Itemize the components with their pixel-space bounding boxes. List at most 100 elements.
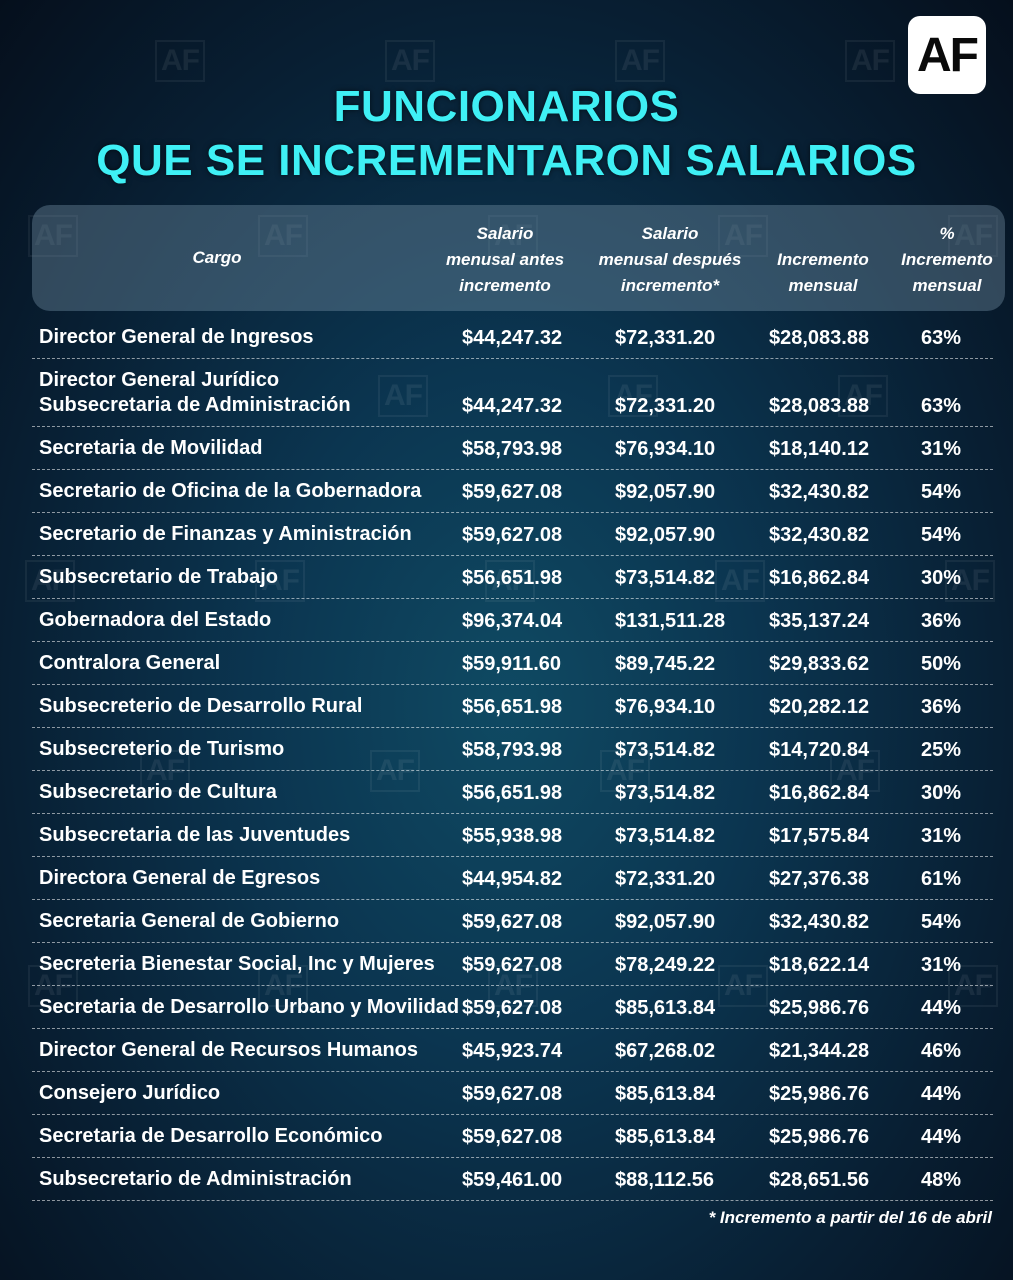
- incremento-cell: $32,430.82: [769, 481, 870, 503]
- table-row: Secretaria de Desarrollo Económico $59,62…: [32, 1115, 993, 1158]
- cargo-cell: Subsecretario de Cultura: [39, 780, 277, 805]
- porcentaje-cell: 44%: [921, 1083, 962, 1105]
- cargo-cell: Secretaria de Movilidad: [39, 436, 262, 461]
- cargo-line: Secretario de Finanzas y Aministración: [39, 523, 412, 545]
- salario-antes-cell: $56,651.98: [462, 696, 563, 718]
- salario-despues-cell: $88,112.56: [615, 1169, 714, 1191]
- salario-antes-cell: $59,627.08: [462, 1083, 563, 1105]
- cargo-cell: Gobernadora del Estado: [39, 608, 271, 633]
- salario-antes-cell: $44,247.32: [462, 395, 563, 417]
- salario-despues-cell: $85,613.84: [615, 997, 716, 1019]
- cargo-line: Subsecreterio de Turismo: [39, 738, 285, 760]
- porcentaje-cell: 54%: [921, 524, 962, 546]
- incremento-cell: $27,376.38: [769, 868, 870, 890]
- cargo-line: Subsecretaria de las Juventudes: [39, 824, 351, 846]
- salario-despues-cell: $92,057.90: [615, 911, 716, 933]
- salario-antes-cell: $59,627.08: [462, 1126, 563, 1148]
- salario-despues-cell: $73,514.82: [615, 739, 716, 761]
- table-row: Secretaria General de Gobierno $59,627.08…: [32, 900, 993, 943]
- table-row: Consejero Jurídico $59,627.08 $85,613.84 $2…: [32, 1072, 993, 1115]
- salario-despues-cell: $73,514.82: [615, 782, 716, 804]
- salario-antes-cell: $59,911.60: [462, 653, 561, 675]
- incremento-cell: $16,862.84: [769, 782, 870, 804]
- header-cargo: Cargo: [192, 248, 242, 267]
- salario-antes-cell: $59,461.00: [462, 1169, 563, 1191]
- cargo-cell: Subsecretario de Administración: [39, 1167, 352, 1192]
- cargo-line: Directora General de Egresos: [39, 867, 321, 889]
- cargo-line: Subsecretario de Administración: [39, 1168, 352, 1190]
- salario-despues-cell: $67,268.02: [615, 1040, 716, 1062]
- salario-despues-cell: $92,057.90: [615, 481, 716, 503]
- incremento-cell: $25,986.76: [769, 1126, 870, 1148]
- cargo-cell: Directora General de Egresos: [39, 866, 320, 891]
- cargo-line: Director General de Recursos Humanos: [39, 1039, 419, 1061]
- salario-antes-cell: $58,793.98: [462, 438, 563, 460]
- salario-antes-cell: $59,627.08: [462, 481, 563, 503]
- salario-antes-cell: $55,938.98: [462, 825, 563, 847]
- watermark: AF: [845, 40, 895, 82]
- incremento-cell: $14,720.84: [769, 739, 870, 761]
- cargo-cell: Consejero Jurídico: [39, 1081, 220, 1106]
- header-incremento-line: mensual: [788, 276, 858, 295]
- cargo-line: Consejero Jurídico: [39, 1082, 221, 1104]
- table-row: Director General Jurídico Subsecretaria d…: [32, 359, 993, 427]
- cargo-cell: Secreteria Bienestar Social, Inc y Mujer…: [39, 952, 435, 977]
- incremento-cell: $18,140.12: [769, 438, 870, 460]
- salario-antes-cell: $59,627.08: [462, 911, 563, 933]
- cargo-line: Secretario de Oficina de la Gobernadora: [39, 480, 422, 502]
- salario-despues-cell: $76,934.10: [615, 696, 716, 718]
- porcentaje-cell: 36%: [921, 610, 962, 632]
- incremento-cell: $35,137.24: [769, 610, 870, 632]
- salario-despues-cell: $78,249.22: [615, 954, 716, 976]
- salario-despues-cell: $72,331.20: [615, 327, 716, 349]
- cargo-cell: Secretario de Oficina de la Gobernadora: [39, 479, 421, 504]
- salario-despues-cell: $76,934.10: [615, 438, 716, 460]
- cargo-cell: Director General de Recursos Humanos: [39, 1038, 418, 1063]
- table-row: Contralora General $59,911.60 $89,745.22 $2…: [32, 642, 993, 685]
- table-row: Director General de Recursos Humanos $45,…: [32, 1029, 993, 1072]
- cargo-line: Secretaria General de Gobierno: [39, 910, 340, 932]
- header-pct-line: mensual: [912, 276, 982, 295]
- salario-antes-cell: $56,651.98: [462, 782, 563, 804]
- header-antes-line: menusal antes: [445, 250, 565, 269]
- salario-antes-cell: $44,954.82: [462, 868, 563, 890]
- incremento-cell: $21,344.28: [769, 1040, 870, 1062]
- cargo-line: Secretaria de Desarrollo Económico: [39, 1125, 383, 1147]
- incremento-cell: $32,430.82: [769, 911, 870, 933]
- cargo-line: Gobernadora del Estado: [39, 609, 272, 631]
- watermark: AF: [615, 40, 665, 82]
- cargo-cell: Subsecreterio de Desarrollo Rural: [39, 694, 362, 719]
- table-row: Secretaria de Desarrollo Urbano y Movili…: [32, 986, 993, 1029]
- table-row: Subsecretario de Cultura $56,651.98 $73,51…: [32, 771, 993, 814]
- porcentaje-cell: 54%: [921, 481, 962, 503]
- incremento-cell: $28,083.88: [769, 395, 870, 417]
- porcentaje-cell: 30%: [921, 567, 962, 589]
- cargo-cell: Subsecretario de Trabajo: [39, 565, 278, 590]
- table-row: Subsecretario de Trabajo $56,651.98 $73,51…: [32, 556, 993, 599]
- salario-despues-cell: $92,057.90: [615, 524, 716, 546]
- table-row: Directora General de Egresos $44,954.82 $7…: [32, 857, 993, 900]
- porcentaje-cell: 44%: [921, 1126, 962, 1148]
- incremento-cell: $29,833.62: [769, 653, 870, 675]
- cargo-line: Subsecretario de Trabajo: [39, 566, 278, 588]
- porcentaje-cell: 50%: [921, 653, 962, 675]
- salario-antes-cell: $59,627.08: [462, 997, 563, 1019]
- incremento-cell: $28,651.56: [769, 1169, 870, 1191]
- cargo-cell: Director General de Ingresos: [39, 325, 314, 350]
- header-pct-line: Incremento: [901, 250, 993, 269]
- cargo-line: Contralora General: [39, 652, 221, 674]
- table-row: Gobernadora del Estado $96,374.04 $131,511…: [32, 599, 993, 642]
- cargo-cell: Director General Jurídico Subsecretaria d…: [39, 368, 351, 418]
- salario-despues-cell: $89,745.22: [615, 653, 716, 675]
- porcentaje-cell: 25%: [921, 739, 962, 761]
- cargo-cell: Secretaria de Desarrollo Económico: [39, 1124, 382, 1149]
- salario-despues-cell: $85,613.84: [615, 1083, 716, 1105]
- title-line-1: FUNCIONARIOS: [333, 82, 680, 131]
- header-despues-line: menusal después: [598, 250, 742, 269]
- salario-despues-cell: $73,514.82: [615, 567, 716, 589]
- cargo-cell: Secretaria General de Gobierno: [39, 909, 339, 934]
- salario-despues-cell: $72,331.20: [615, 395, 716, 417]
- header-incremento: Incremento mensual: [762, 247, 884, 299]
- table-row: Director General de Ingresos $44,247.32 $7…: [32, 316, 993, 359]
- porcentaje-cell: 36%: [921, 696, 962, 718]
